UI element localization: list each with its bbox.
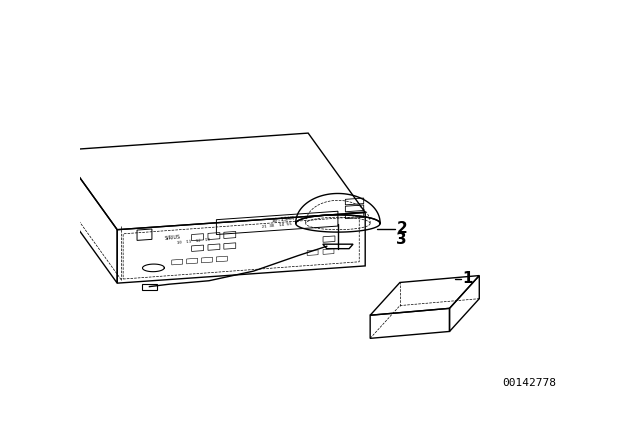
Text: 10  11  12  13: 10 11 12 13 bbox=[177, 238, 210, 245]
Text: 21 38  14 55: 21 38 14 55 bbox=[262, 222, 292, 229]
Text: 10:13AM: 10:13AM bbox=[271, 216, 294, 223]
Text: 2: 2 bbox=[396, 221, 407, 236]
Text: 3: 3 bbox=[396, 232, 407, 247]
Text: 00142778: 00142778 bbox=[502, 379, 556, 388]
Text: 1: 1 bbox=[462, 271, 472, 286]
Text: SIRIUS: SIRIUS bbox=[164, 234, 181, 241]
